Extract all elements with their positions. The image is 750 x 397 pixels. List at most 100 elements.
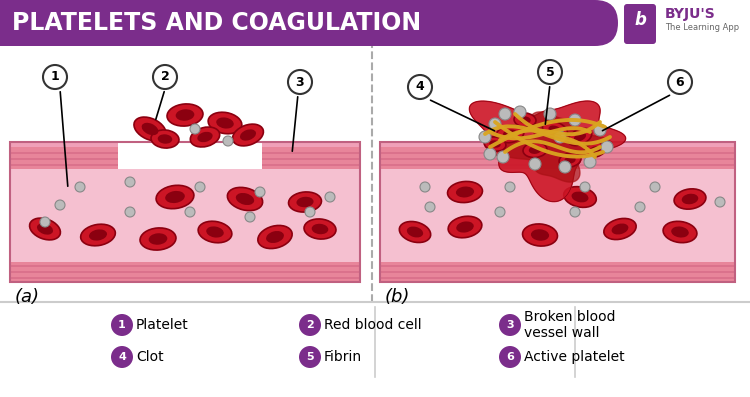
FancyBboxPatch shape [0, 0, 618, 46]
Ellipse shape [674, 189, 706, 209]
Bar [380, 142, 735, 282]
Ellipse shape [572, 192, 589, 202]
Circle shape [153, 65, 177, 89]
Circle shape [325, 192, 335, 202]
Circle shape [40, 217, 50, 227]
Bar [10, 169, 360, 282]
Bar [10, 152, 118, 154]
Text: (b): (b) [385, 288, 410, 306]
Circle shape [497, 151, 509, 163]
Ellipse shape [568, 128, 592, 146]
Circle shape [484, 148, 496, 160]
Ellipse shape [559, 153, 581, 167]
Text: PLATELETS AND COAGULATION: PLATELETS AND COAGULATION [12, 11, 422, 35]
Ellipse shape [165, 191, 184, 203]
Circle shape [529, 158, 541, 170]
Ellipse shape [142, 123, 158, 135]
Ellipse shape [258, 225, 292, 249]
Ellipse shape [531, 229, 549, 241]
Circle shape [299, 346, 321, 368]
Ellipse shape [682, 194, 698, 204]
Circle shape [111, 314, 133, 336]
Ellipse shape [81, 224, 116, 246]
Ellipse shape [671, 226, 688, 237]
Bar [380, 262, 735, 282]
Circle shape [570, 207, 580, 217]
Ellipse shape [158, 134, 172, 144]
Bar [10, 277, 360, 279]
Ellipse shape [176, 109, 194, 121]
Ellipse shape [604, 218, 636, 239]
Ellipse shape [312, 224, 328, 234]
Text: 2: 2 [306, 320, 314, 330]
Ellipse shape [542, 121, 568, 139]
Circle shape [499, 108, 511, 120]
Circle shape [505, 182, 515, 192]
Circle shape [635, 202, 645, 212]
Ellipse shape [148, 233, 167, 245]
Ellipse shape [523, 224, 557, 246]
Text: 2: 2 [160, 71, 170, 83]
Bar [262, 142, 360, 147]
Circle shape [715, 197, 725, 207]
Circle shape [305, 207, 315, 217]
Ellipse shape [236, 193, 254, 205]
Bar [10, 265, 360, 267]
Circle shape [299, 314, 321, 336]
Text: (a): (a) [15, 288, 40, 306]
Bar [262, 164, 360, 166]
Text: 4: 4 [416, 81, 424, 94]
Text: Red blood cell: Red blood cell [324, 318, 422, 332]
Circle shape [223, 136, 233, 146]
Circle shape [55, 200, 65, 210]
Ellipse shape [548, 125, 562, 135]
Ellipse shape [496, 125, 523, 143]
Text: b: b [634, 11, 646, 29]
Ellipse shape [240, 129, 256, 141]
Circle shape [111, 346, 133, 368]
Ellipse shape [448, 216, 482, 238]
Text: Fibrin: Fibrin [324, 350, 362, 364]
Bar [262, 147, 360, 169]
Ellipse shape [216, 118, 234, 129]
Circle shape [668, 70, 692, 94]
Ellipse shape [37, 224, 53, 235]
Ellipse shape [484, 137, 506, 151]
FancyBboxPatch shape [624, 4, 656, 44]
Ellipse shape [564, 187, 596, 207]
Bar [262, 152, 360, 154]
Text: 5: 5 [545, 66, 554, 79]
Ellipse shape [198, 221, 232, 243]
Circle shape [514, 106, 526, 118]
Text: 6: 6 [506, 352, 514, 362]
Polygon shape [498, 112, 612, 182]
Ellipse shape [209, 112, 242, 134]
Bar [10, 142, 118, 147]
Text: 6: 6 [676, 75, 684, 89]
Text: BYJU'S: BYJU'S [665, 7, 716, 21]
Ellipse shape [232, 124, 263, 146]
Circle shape [425, 202, 435, 212]
Circle shape [125, 177, 135, 187]
Bar [380, 271, 735, 273]
Circle shape [185, 207, 195, 217]
Circle shape [594, 124, 606, 136]
Ellipse shape [663, 222, 697, 243]
Ellipse shape [448, 181, 482, 202]
Circle shape [489, 118, 501, 130]
Ellipse shape [156, 185, 194, 209]
Bar [380, 152, 735, 154]
Bar [380, 169, 735, 282]
Circle shape [601, 141, 613, 153]
Bar [10, 164, 118, 166]
Ellipse shape [206, 226, 224, 237]
Ellipse shape [590, 146, 601, 154]
Circle shape [125, 207, 135, 217]
Circle shape [190, 124, 200, 134]
Circle shape [288, 70, 312, 94]
Text: 3: 3 [296, 75, 304, 89]
Text: Active platelet: Active platelet [524, 350, 625, 364]
Circle shape [479, 131, 491, 143]
Bar [380, 158, 735, 160]
Ellipse shape [89, 229, 107, 241]
